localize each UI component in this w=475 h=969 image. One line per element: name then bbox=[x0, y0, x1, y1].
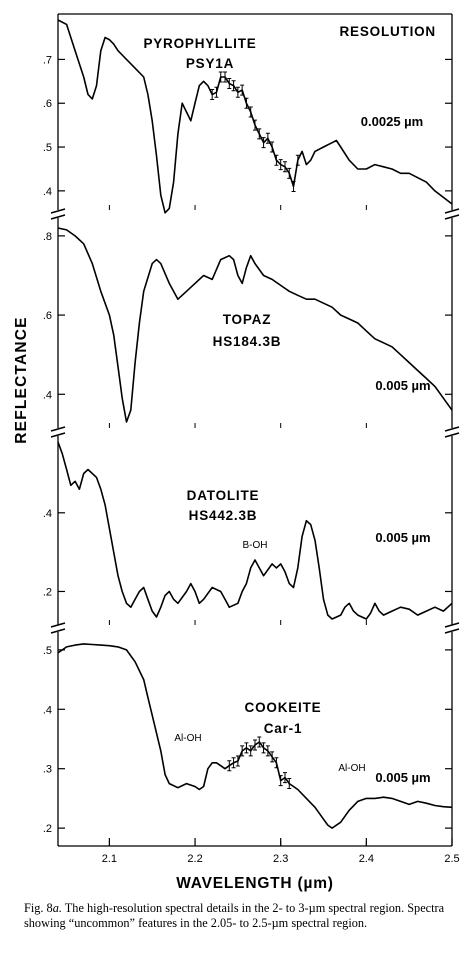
axis-break-mark bbox=[445, 427, 459, 437]
y-tick-label: .7 bbox=[43, 54, 52, 66]
panel-topaz: .4 .6 .8 TOPAZ HS184.3B 0.005 µm bbox=[43, 218, 452, 428]
y-tick-label: .5 bbox=[43, 645, 52, 657]
resolution-value: 0.005 µm bbox=[375, 530, 430, 545]
band-annotation: B-OH bbox=[243, 540, 268, 551]
band-annotation: Al-OH bbox=[338, 763, 365, 774]
sample-id: PSY1A bbox=[186, 56, 234, 71]
x-tick-label: 2.5 bbox=[444, 853, 459, 865]
error-bar bbox=[287, 779, 291, 789]
mineral-name: COOKEITE bbox=[245, 700, 322, 715]
y-tick-label: .5 bbox=[43, 142, 52, 154]
resolution-value: 0.005 µm bbox=[375, 378, 430, 393]
y-tick-label: .8 bbox=[43, 231, 52, 243]
panel-cookeite: .2 .3 .4 .5 COOKEITE Car-1 0.005 µm Al-OH Al-OH bbox=[43, 632, 452, 846]
error-bar bbox=[257, 737, 261, 747]
spectrum-line bbox=[58, 644, 452, 828]
y-tick-label: .6 bbox=[43, 310, 52, 322]
band-annotation: Al-OH bbox=[174, 733, 201, 744]
y-axis-label: REFLECTANCE bbox=[13, 316, 30, 443]
x-axis-ticks: 2.1 2.2 2.3 2.4 2.5 bbox=[102, 838, 460, 865]
x-axis-label: WAVELENGTH (µm) bbox=[176, 875, 334, 892]
figure-caption: Fig. 8a. The high-resolution spectral de… bbox=[24, 901, 464, 931]
sample-id: HS184.3B bbox=[213, 334, 282, 349]
mineral-name: PYROPHYLLITE bbox=[143, 36, 256, 51]
axis-break-mark bbox=[51, 209, 65, 219]
caption-lead: Fig. 8 bbox=[24, 901, 53, 915]
y-tick-label: .2 bbox=[43, 586, 52, 598]
resolution-value: 0.0025 µm bbox=[361, 114, 423, 129]
y-tick-label: .4 bbox=[43, 508, 52, 520]
caption-lead-suffix: a. bbox=[53, 901, 62, 915]
spectra-chart: .4 .5 .6 .7 PYROPHYLLITE PSY1A 0.0025 µm .4 .6 .8… bbox=[0, 0, 475, 900]
x-tick-label: 2.3 bbox=[273, 853, 288, 865]
mineral-name: DATOLITE bbox=[187, 488, 260, 503]
y-tick-label: .4 bbox=[43, 704, 52, 716]
error-bar bbox=[270, 752, 274, 762]
y-tick-label: .6 bbox=[43, 98, 52, 110]
resolution-heading: RESOLUTION bbox=[339, 24, 436, 39]
sample-id: HS442.3B bbox=[189, 508, 258, 523]
axis-breaks bbox=[51, 209, 459, 633]
y-tick-label: .2 bbox=[43, 823, 52, 835]
error-bar bbox=[253, 740, 257, 750]
x-tick-label: 2.2 bbox=[187, 853, 202, 865]
y-tick-label: .3 bbox=[43, 764, 52, 776]
resolution-value: 0.005 µm bbox=[375, 770, 430, 785]
sample-id: Car-1 bbox=[264, 721, 303, 736]
x-tick-label: 2.1 bbox=[102, 853, 117, 865]
y-tick-label: .4 bbox=[43, 186, 52, 198]
mineral-name: TOPAZ bbox=[223, 312, 272, 327]
axis-break-mark bbox=[445, 209, 459, 219]
panel-pyrophyllite: .4 .5 .6 .7 PYROPHYLLITE PSY1A 0.0025 µm bbox=[43, 14, 452, 213]
y-tick-label: .4 bbox=[43, 389, 52, 401]
plot-frame bbox=[58, 14, 452, 846]
caption-text: The high-resolution spectral details in … bbox=[24, 901, 444, 930]
x-tick-label: 2.4 bbox=[359, 853, 374, 865]
panel-datolite: .2 .4 DATOLITE HS442.3B 0.005 µm B-OH bbox=[43, 436, 452, 625]
axis-break-mark bbox=[51, 427, 65, 437]
panels: .4 .5 .6 .7 PYROPHYLLITE PSY1A 0.0025 µm .4 .6 .8… bbox=[43, 14, 452, 846]
